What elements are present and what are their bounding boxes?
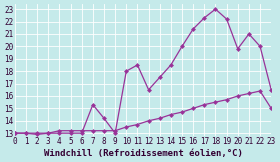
X-axis label: Windchill (Refroidissement éolien,°C): Windchill (Refroidissement éolien,°C) [44,149,242,158]
